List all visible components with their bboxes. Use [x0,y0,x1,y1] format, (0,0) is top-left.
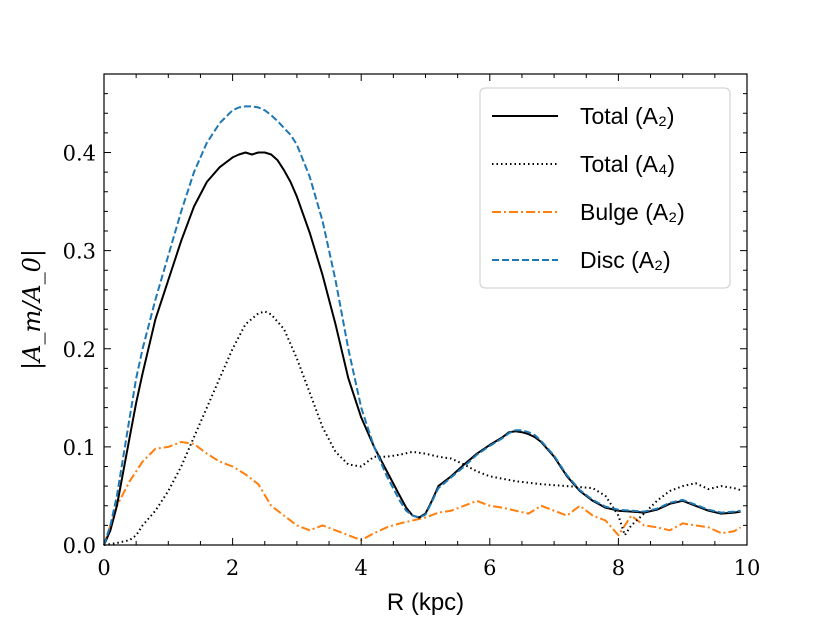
series-line-3 [103,105,741,546]
x-tick-label: 0 [97,556,110,580]
legend-label-0: Total (A₂) [580,103,675,129]
y-tick-label: 0.1 [63,436,96,460]
series-line-2 [103,441,742,546]
y-tick-label: 0.4 [63,142,96,166]
data-lines [103,105,742,546]
legend: Total (A₂) Total (A₄) Bulge (A₂) Disc (A₂) [479,87,731,289]
x-tick-label: 6 [483,556,496,580]
y-axis: 0.0 0.1 0.2 0.3 0.4 [63,93,747,558]
x-tick-label: 10 [734,556,761,580]
x-tick-label: 4 [355,556,368,580]
y-axis-label: |A_m/A_0| [18,249,47,370]
y-tick-label: 0.2 [63,338,96,362]
series-line-0 [103,151,741,546]
x-axis-label: R (kpc) [387,589,464,616]
legend-label-2: Bulge (A₂) [580,199,685,225]
x-tick-label: 2 [226,556,239,580]
x-tick-label: 8 [612,556,625,580]
legend-box [479,87,731,289]
legend-label-1: Total (A₄) [580,151,675,177]
y-tick-label: 0.3 [63,240,96,264]
series-line-1 [103,310,741,546]
x-axis: 0 2 4 6 8 10 [97,74,760,580]
y-tick-label: 0.0 [63,534,96,558]
legend-label-3: Disc (A₂) [580,247,671,273]
